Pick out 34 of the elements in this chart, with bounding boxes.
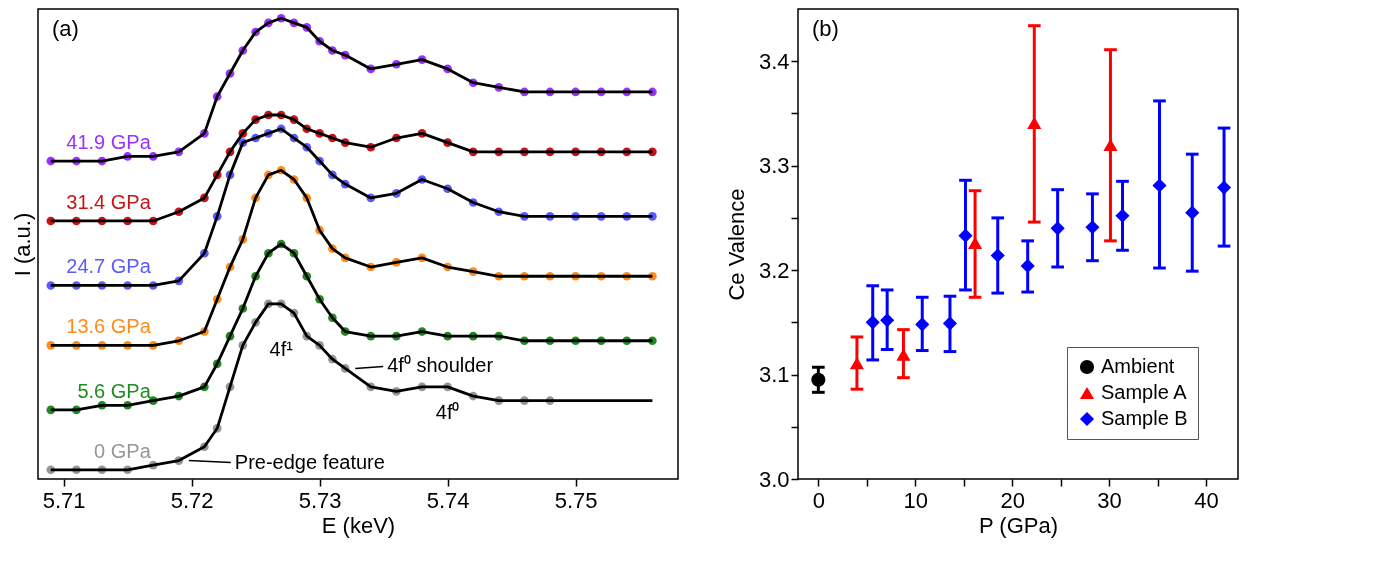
x-tick-label: 40	[1194, 487, 1219, 513]
x-axis-title: E (keV)	[321, 512, 396, 538]
series-label: 5.6 GPa	[77, 379, 152, 402]
x-tick-label: 5.73	[298, 487, 342, 513]
annotation: 4f⁰ shoulder	[387, 354, 494, 377]
y-tick-label: 3.0	[758, 466, 790, 492]
y-axis-title: I (a.u.)	[9, 212, 35, 277]
y-tick-label: 3.2	[758, 257, 790, 283]
x-tick-label: 0	[812, 487, 825, 513]
y-tick-label: 3.1	[758, 362, 790, 388]
x-tick-label: 20	[1000, 487, 1025, 513]
x-tick-label: 5.75	[554, 487, 598, 513]
legend-label: Sample A	[1101, 381, 1188, 403]
y-tick-label: 3.4	[758, 48, 790, 74]
series-label: 24.7 GPa	[66, 255, 152, 278]
annotation: (b)	[812, 16, 839, 41]
x-tick-label: 5.71	[42, 487, 86, 513]
annotation: Pre-edge feature	[234, 450, 385, 473]
series-label: 31.4 GPa	[66, 190, 152, 213]
y-axis-title: Ce Valence	[723, 188, 749, 301]
x-tick-label: 10	[903, 487, 929, 513]
series-label: 0 GPa	[94, 439, 152, 462]
annotation: (a)	[52, 16, 79, 41]
x-tick-label: 30	[1097, 487, 1122, 513]
x-tick-label: 5.72	[170, 487, 214, 513]
legend-label: Ambient	[1101, 355, 1175, 377]
y-tick-label: 3.3	[758, 153, 790, 179]
x-tick-label: 5.74	[426, 487, 470, 513]
x-axis-title: P (GPa)	[978, 512, 1059, 538]
annotation: 4f⁰	[435, 400, 460, 423]
series-label: 41.9 GPa	[66, 131, 152, 154]
annotation: 4f¹	[269, 337, 294, 360]
legend-label: Sample B	[1101, 407, 1188, 429]
series-label: 13.6 GPa	[66, 315, 152, 338]
